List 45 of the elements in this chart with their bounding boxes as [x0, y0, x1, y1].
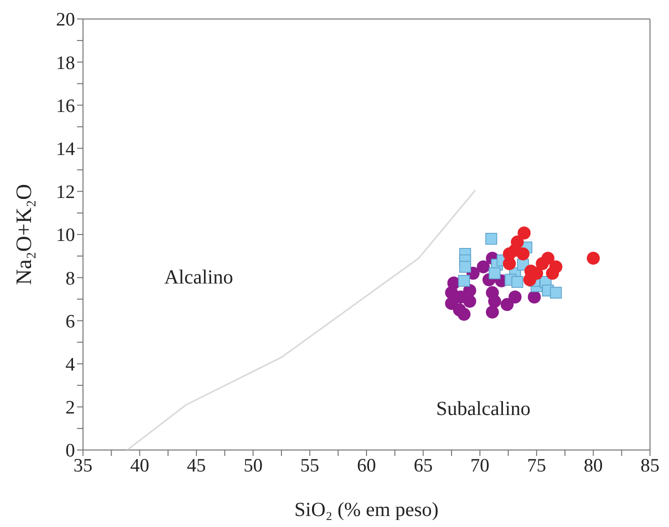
point — [488, 294, 502, 308]
x-tick-label: 85 — [640, 455, 660, 476]
y-tick-label: 18 — [56, 52, 75, 74]
x-tick-label: 60 — [357, 455, 376, 476]
y-tick-label: 0 — [66, 440, 75, 462]
point — [511, 276, 524, 288]
x-tick-label: 45 — [186, 455, 206, 476]
annotation: Alcalino — [164, 266, 234, 289]
y-tick-label: 20 — [56, 10, 75, 31]
point — [536, 257, 549, 270]
point — [486, 306, 499, 319]
point — [586, 252, 600, 265]
x-tick-label: 55 — [300, 455, 320, 476]
point — [500, 298, 514, 312]
y-tick-label: 16 — [56, 96, 75, 117]
y-tick-label: 12 — [56, 182, 75, 204]
point — [502, 257, 516, 270]
point — [550, 286, 562, 299]
y-tick-label: 10 — [56, 225, 75, 246]
y-tick-label: 14 — [56, 139, 76, 160]
point — [458, 274, 470, 287]
point — [476, 260, 490, 274]
x-tick-label: 65 — [414, 455, 433, 476]
point — [518, 226, 531, 240]
point — [459, 260, 472, 273]
point — [516, 247, 530, 260]
x-tick-label: 40 — [130, 455, 150, 476]
y-tick-label: 2 — [66, 398, 75, 419]
y-tick-label: 8 — [66, 268, 75, 290]
point — [454, 290, 468, 304]
annotation: Subalcalino — [436, 398, 531, 420]
point — [488, 267, 501, 280]
x-tick-label: 50 — [244, 455, 263, 476]
point — [546, 266, 559, 280]
point — [458, 308, 471, 321]
point — [528, 290, 541, 304]
x-tick-label: 80 — [584, 455, 603, 476]
y-tick-label: 6 — [66, 311, 75, 332]
point — [485, 232, 498, 245]
y-tick-label: 4 — [66, 354, 76, 376]
x-tick-label: 70 — [470, 455, 490, 476]
point — [508, 290, 522, 304]
x-tick-label: 75 — [527, 455, 546, 476]
x-tick-label: 35 — [74, 455, 92, 476]
y-axis-title: Na₂O+K₂O — [10, 184, 36, 286]
